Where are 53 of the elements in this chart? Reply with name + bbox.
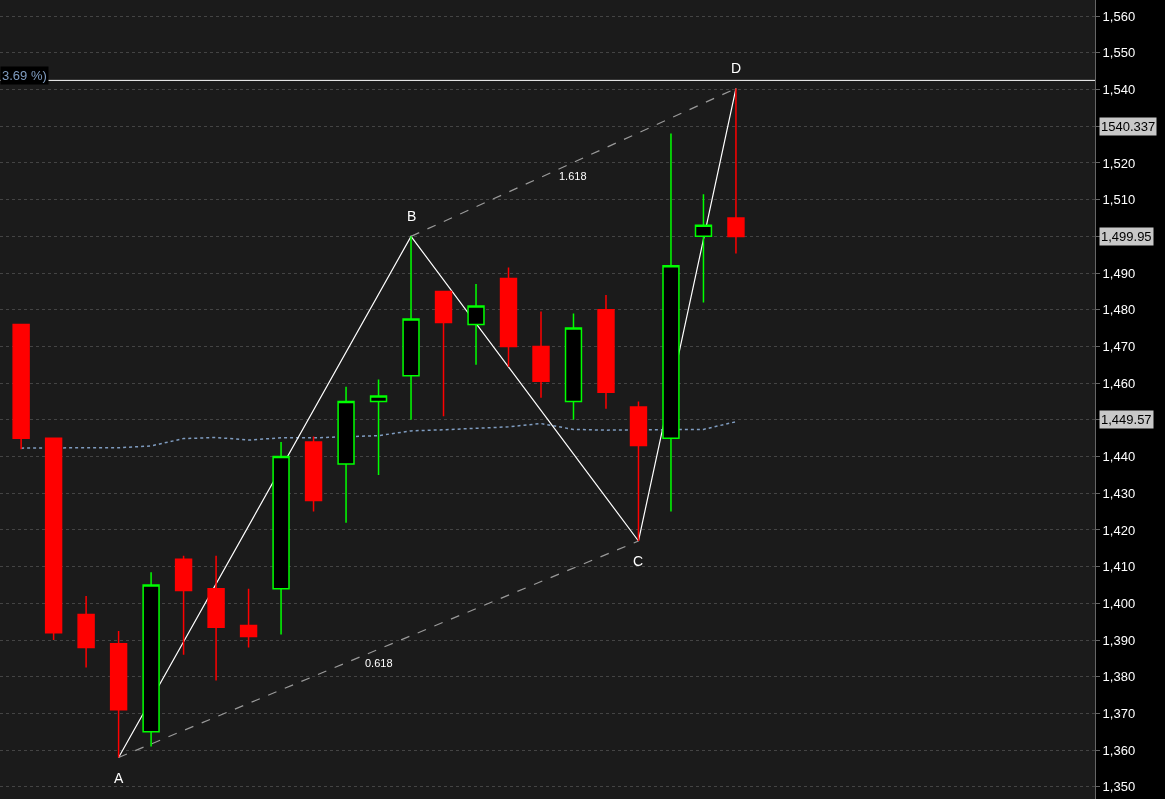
y-tick-label: 1,550 — [1102, 45, 1136, 61]
candlestick — [532, 310, 550, 399]
line-series — [20, 420, 737, 449]
y-tick-label: 1,400 — [1102, 595, 1136, 611]
candlestick — [109, 630, 128, 759]
y-tick-label: 1,560 — [1102, 8, 1136, 24]
candlestick — [369, 378, 388, 476]
candlestick — [467, 283, 485, 366]
y-tick-label: 1,390 — [1102, 632, 1136, 648]
y-tick-label: 1,480 — [1102, 302, 1136, 318]
y-tick-label: 1,430 — [1102, 485, 1136, 501]
candlestick — [402, 235, 420, 421]
candlestick — [304, 435, 323, 513]
annotation: 1.618 — [559, 170, 587, 182]
data-label: C — [633, 553, 644, 569]
candlestick — [337, 386, 355, 524]
candlestick — [727, 87, 745, 255]
candlestick — [434, 290, 453, 417]
text: 1540.337 — [1101, 119, 1156, 134]
y-tick-label: 1,420 — [1102, 522, 1136, 538]
y-tick-label: 1,350 — [1102, 779, 1136, 795]
y-tick-label: 1,410 — [1102, 559, 1136, 575]
y-tick-label: 1,510 — [1102, 192, 1136, 208]
annotation: 0.618 — [365, 657, 393, 669]
candlestick — [597, 294, 615, 410]
candlestick — [694, 193, 713, 304]
candlestick — [629, 400, 648, 542]
candlestick — [207, 554, 225, 682]
candlestick — [272, 441, 290, 636]
candlestick — [44, 437, 63, 641]
data-label: B — [407, 208, 417, 224]
y-tick-label: 1,380 — [1102, 669, 1136, 685]
data-label: D — [731, 60, 742, 76]
candlestick — [12, 323, 30, 450]
y-tick-label: 1,360 — [1102, 742, 1136, 758]
y-tick-label: 1,440 — [1102, 449, 1136, 465]
text: 1,499.95 — [1101, 229, 1152, 244]
y-tick-label: 1,460 — [1102, 375, 1136, 391]
data-label: A — [114, 770, 124, 786]
y-tick-label: 1,470 — [1102, 339, 1136, 355]
candlestick — [174, 554, 193, 656]
y-tick-label: 1,520 — [1102, 155, 1136, 171]
candlestick — [564, 312, 583, 421]
candlestick — [499, 266, 518, 368]
text: 1,449.57 — [1101, 412, 1152, 427]
y-tick-label: 1,540 — [1102, 82, 1136, 98]
candlestick — [77, 595, 95, 669]
candlestick — [662, 132, 680, 513]
candlestick — [239, 587, 258, 649]
y-tick-label: 1,490 — [1102, 265, 1136, 281]
annotation: 3.69 %) — [2, 68, 47, 83]
candlestick — [142, 571, 160, 748]
y-tick-label: 1,370 — [1102, 706, 1136, 722]
